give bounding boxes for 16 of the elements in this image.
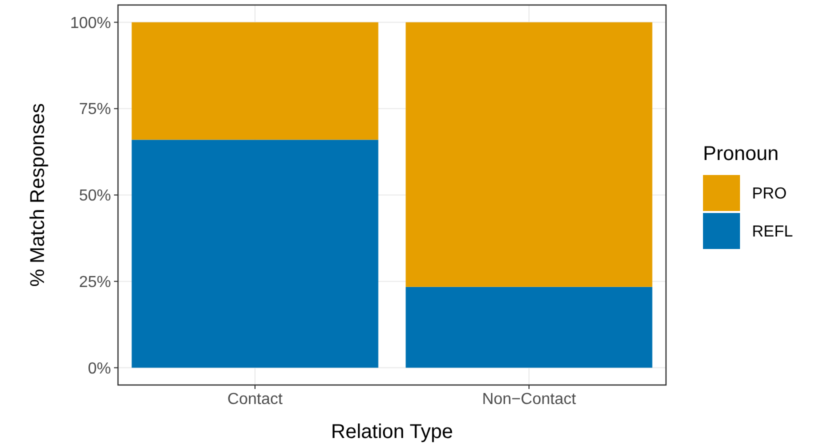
x-axis-title: Relation Type [331, 421, 453, 443]
y-tick-label: 100% [70, 14, 111, 32]
legend-title: Pronoun [703, 143, 779, 165]
bar [406, 286, 652, 368]
legend-label: REFL [752, 224, 793, 241]
y-tick-label: 50% [78, 188, 111, 205]
y-tick-label: 0% [88, 360, 111, 378]
bar [132, 22, 378, 140]
y-tick-label: 25% [78, 274, 111, 291]
y-axis-title: % Match Responses [27, 103, 49, 287]
x-tick-label: Contact [227, 391, 284, 408]
y-tick-label: 75% [78, 101, 111, 118]
x-tick-label: Non−Contact [482, 391, 576, 408]
bar [132, 140, 378, 368]
bar [406, 22, 652, 287]
legend-label: PRO [752, 186, 787, 203]
